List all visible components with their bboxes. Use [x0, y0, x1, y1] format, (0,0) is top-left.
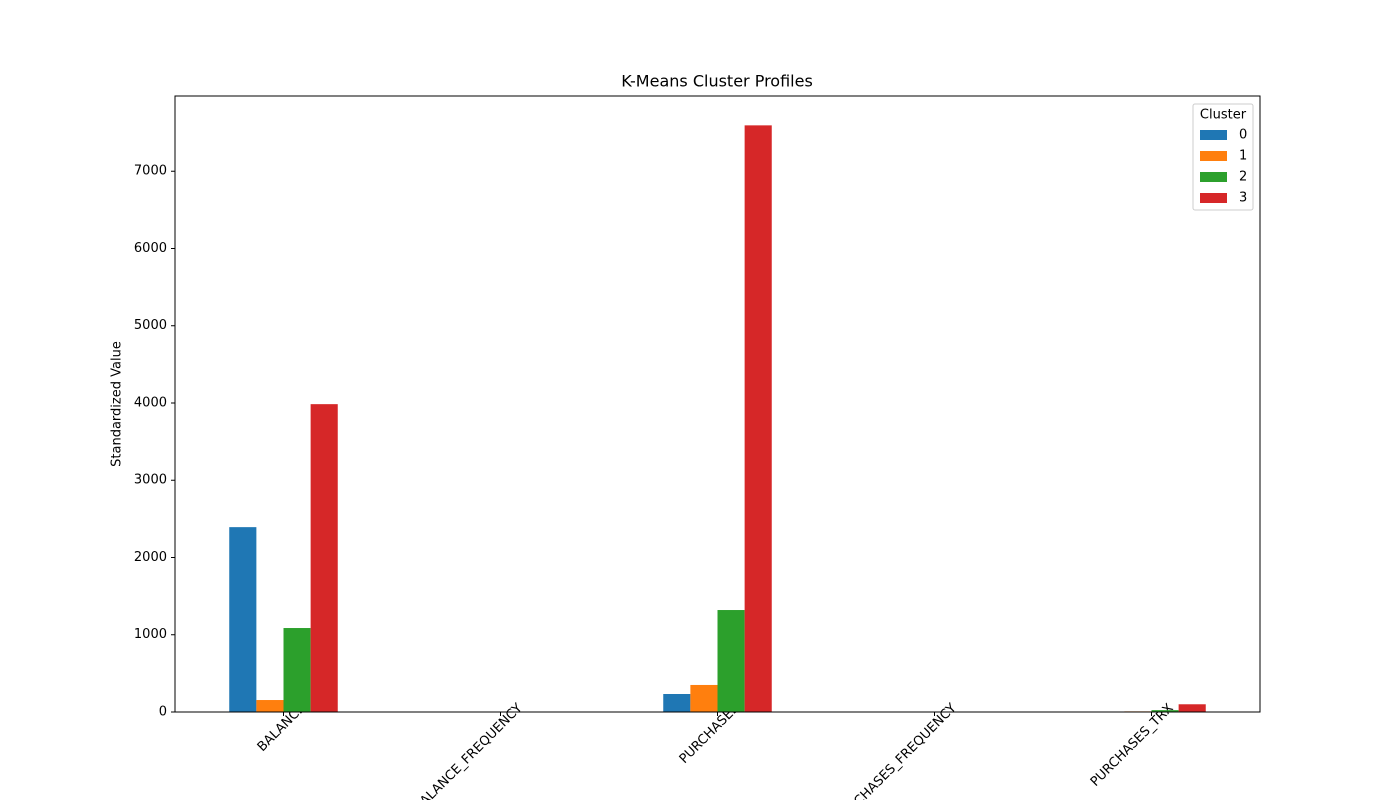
y-tick-label: 1000 [134, 627, 167, 642]
bar [717, 610, 745, 712]
bar [229, 527, 257, 712]
legend-label: 2 [1239, 170, 1247, 185]
y-tick-label: 5000 [134, 318, 167, 333]
y-tick-label: 2000 [134, 550, 167, 565]
bar [283, 628, 311, 712]
y-tick-label: 0 [159, 705, 167, 720]
bar [690, 684, 718, 712]
legend-label: 1 [1239, 149, 1247, 164]
bar [310, 404, 338, 712]
legend-swatch [1200, 151, 1227, 161]
legend-swatch [1200, 172, 1227, 182]
y-axis-label: Standardized Value [110, 341, 125, 467]
bar [744, 125, 772, 712]
legend-label: 0 [1239, 128, 1247, 143]
y-tick-label: 7000 [134, 164, 167, 179]
chart-title: K-Means Cluster Profiles [621, 72, 813, 91]
bar [663, 694, 691, 712]
y-tick-label: 6000 [134, 241, 167, 256]
legend-swatch [1200, 193, 1227, 203]
legend-swatch [1200, 130, 1227, 140]
plot-frame [174, 95, 1261, 713]
y-tick-label: 4000 [134, 395, 167, 410]
legend-label: 3 [1239, 191, 1247, 206]
legend-title: Cluster [1200, 108, 1247, 123]
bar [256, 700, 284, 712]
bar [1151, 710, 1179, 712]
y-tick-label: 3000 [134, 473, 167, 488]
bar [1178, 704, 1206, 712]
